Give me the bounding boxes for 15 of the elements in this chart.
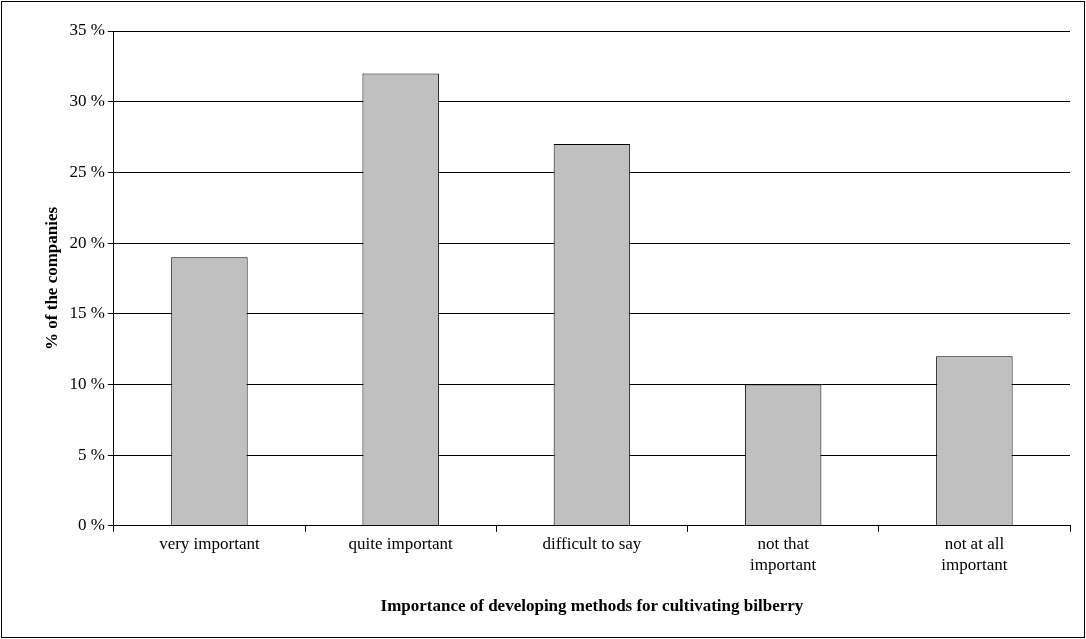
y-axis-title: % of the companies (41, 206, 61, 350)
y-tick-label: 5 % (77, 444, 105, 464)
x-tick-label: very important (159, 534, 260, 554)
x-tick-label: not that important (750, 534, 817, 574)
x-tick-label: not at all important (941, 534, 1008, 574)
y-tick-label: 25 % (69, 161, 105, 181)
y-tick-label: 20 % (69, 232, 105, 252)
x-axis-title: Importance of developing methods for cultivating bilberry (380, 596, 804, 616)
x-tick-label: difficult to say (542, 534, 642, 554)
y-tick-label: 10 % (69, 373, 105, 393)
x-tick-label: quite important (348, 534, 454, 554)
y-tick-label: 15 % (69, 303, 105, 323)
y-tick-label: 0 % (77, 515, 105, 535)
y-tick-label: 35 % (69, 20, 105, 40)
y-tick-label: 30 % (69, 91, 105, 111)
